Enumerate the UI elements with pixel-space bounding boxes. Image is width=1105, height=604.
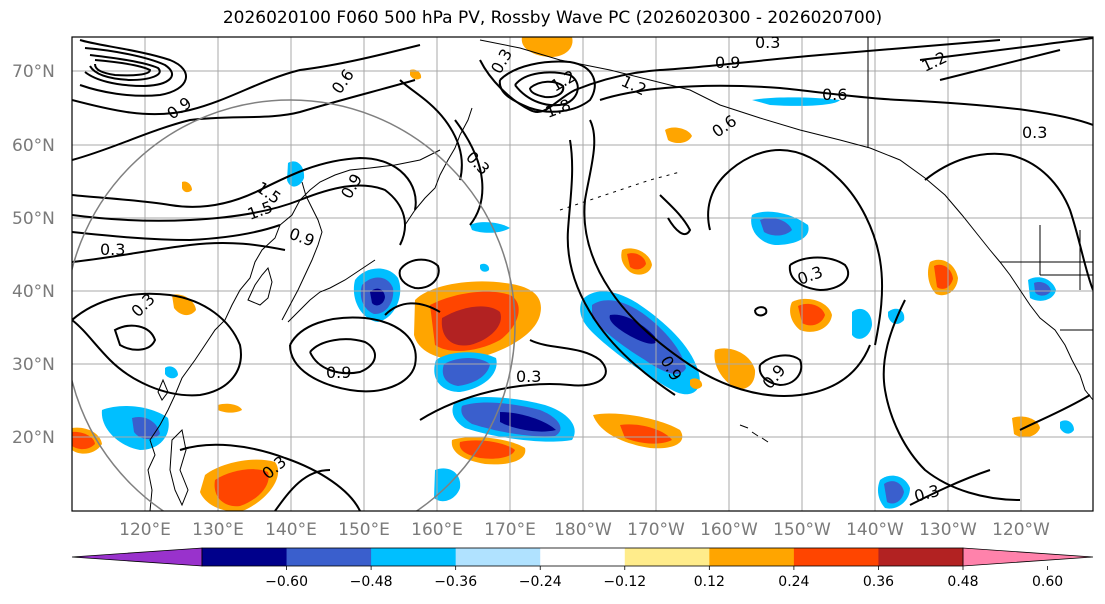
lat-label-20n: 20°N (12, 428, 55, 448)
contour-label: 0.6 (822, 85, 847, 104)
lon-label: 180°W (554, 520, 612, 540)
contour-label: 0.3 (100, 240, 125, 259)
contour-label: 0.3 (755, 33, 780, 52)
longitude-labels: 120°E 130°E 140°E 150°E 160°E 170°E 180°… (119, 520, 1050, 540)
lon-label: 120°W (992, 520, 1050, 540)
lat-label-60n: 60°N (12, 136, 55, 156)
colorbar-segment (286, 548, 372, 566)
lon-label: 150°W (773, 520, 831, 540)
contour-label: 0.9 (715, 53, 740, 72)
pv-contours (72, 37, 1093, 511)
colorbar-tick-label: 0.12 (694, 574, 725, 590)
lon-label: 120°E (119, 520, 171, 540)
lon-label: 170°W (627, 520, 685, 540)
colorbar-segment (202, 548, 288, 566)
contour-label: 0.3 (516, 367, 541, 386)
map-frame (71, 36, 1094, 512)
colorbar-segment (540, 548, 626, 566)
colorbar-tick-label: 0.24 (778, 574, 809, 590)
lat-label-40n: 40°N (12, 282, 55, 302)
colorbar-segment (624, 548, 710, 566)
colorbar-segment (371, 548, 457, 566)
contour-label: 0.3 (1022, 123, 1047, 142)
lon-label: 130°W (919, 520, 977, 540)
graticule (72, 37, 1093, 511)
colorbar-extension-high (962, 547, 1094, 567)
lat-label-50n: 50°N (12, 209, 55, 229)
colorbar-tick-label: −0.60 (265, 574, 308, 590)
lon-label: 160°E (411, 520, 463, 540)
colorbar-tick-label: −0.12 (603, 574, 646, 590)
contour-label: 0.9 (326, 363, 351, 382)
coastlines (147, 37, 1093, 511)
colorbar-tick-label: 0.48 (947, 574, 978, 590)
colorbar-extension-low (71, 547, 203, 567)
highlight-circle (72, 99, 516, 511)
map-title: 2026020100 F060 500 hPa PV, Rossby Wave … (222, 8, 883, 28)
latitude-labels: 70°N 60°N 50°N 40°N 30°N 20°N (12, 62, 55, 448)
colorbar-tick-label: −0.24 (519, 574, 562, 590)
lon-label: 140°E (265, 520, 317, 540)
lon-label: 130°E (192, 520, 244, 540)
colorbar-tick-label: 0.60 (1032, 574, 1063, 590)
colorbar-tick-label: 0.36 (863, 574, 894, 590)
colorbar-segment (793, 548, 879, 566)
colorbar-tick-label: −0.36 (434, 574, 477, 590)
lat-label-30n: 30°N (12, 355, 55, 375)
lat-label-70n: 70°N (12, 62, 55, 82)
colorbar-segment (709, 548, 795, 566)
lon-label: 150°E (338, 520, 390, 540)
lon-label: 140°W (846, 520, 904, 540)
colorbar-frame (201, 547, 964, 567)
lon-label: 160°W (700, 520, 758, 540)
colorbar-segment (455, 548, 541, 566)
lon-label: 170°E (484, 520, 536, 540)
pv-anomaly-shading (72, 37, 1074, 511)
colorbar-segment (878, 548, 964, 566)
colorbar-tick-label: −0.48 (350, 574, 393, 590)
colorbar: −0.60 −0.48 −0.36 −0.24 −0.12 0.12 0.24 0.36 0.4… (71, 547, 1094, 590)
